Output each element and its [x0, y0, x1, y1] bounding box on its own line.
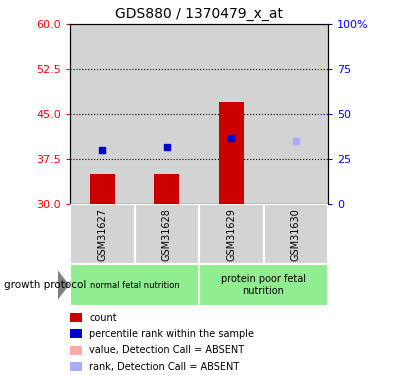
Text: rank, Detection Call = ABSENT: rank, Detection Call = ABSENT	[89, 362, 240, 372]
Bar	[199, 264, 328, 306]
Text: GSM31627: GSM31627	[97, 208, 107, 261]
Bar	[264, 204, 328, 264]
Text: count: count	[89, 313, 117, 322]
Bar	[134, 204, 199, 264]
Text: GSM31629: GSM31629	[226, 208, 236, 261]
Bar	[70, 313, 82, 322]
Bar	[199, 204, 264, 264]
Bar	[219, 102, 244, 204]
Text: protein poor fetal
nutrition: protein poor fetal nutrition	[221, 274, 306, 296]
Bar	[199, 24, 264, 204]
Text: value, Detection Call = ABSENT: value, Detection Call = ABSENT	[89, 345, 244, 355]
Bar	[90, 174, 114, 204]
Text: growth protocol: growth protocol	[4, 280, 86, 290]
Bar	[70, 362, 82, 371]
Bar	[70, 346, 82, 355]
Bar	[264, 24, 328, 204]
Bar	[70, 204, 134, 264]
Bar	[154, 174, 179, 204]
Bar	[70, 264, 199, 306]
Bar	[134, 24, 199, 204]
Text: GSM31628: GSM31628	[162, 208, 172, 261]
Title: GDS880 / 1370479_x_at: GDS880 / 1370479_x_at	[115, 7, 283, 21]
Bar	[70, 24, 134, 204]
Text: GSM31630: GSM31630	[291, 208, 301, 261]
Text: normal fetal nutrition: normal fetal nutrition	[90, 280, 179, 290]
Polygon shape	[58, 271, 69, 299]
Text: percentile rank within the sample: percentile rank within the sample	[89, 329, 254, 339]
Bar	[70, 330, 82, 339]
